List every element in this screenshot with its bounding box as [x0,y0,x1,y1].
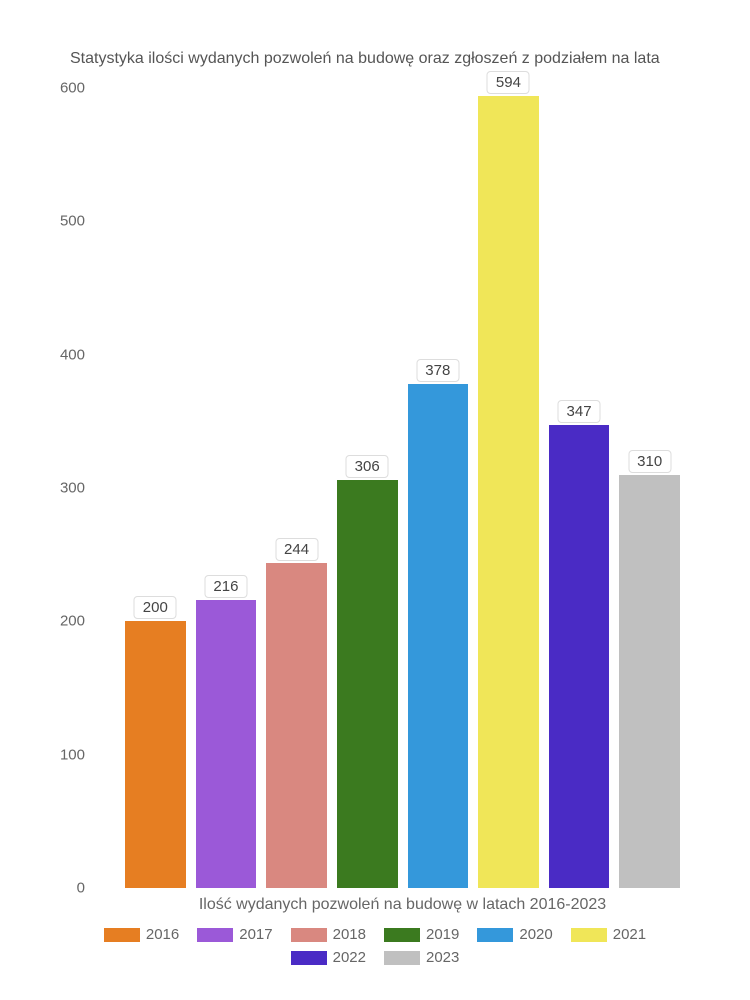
y-tick-label: 600 [60,80,85,97]
chart-container: Statystyka ilości wydanych pozwoleń na b… [0,0,750,1000]
y-tick-label: 400 [60,346,85,363]
legend-label: 2016 [146,926,179,943]
bar-2019: 306 [337,480,398,888]
legend-label: 2022 [333,949,366,966]
legend: 2016 2017 2018 2019 2020 2021 2022 2023 [20,926,730,966]
bar-2018: 244 [266,563,327,888]
bar-value-label: 306 [346,455,389,478]
x-axis-label: Ilość wydanych pozwoleń na budowę w lata… [95,896,710,914]
bar-value-label: 347 [558,400,601,423]
bar-value-label: 310 [628,450,671,473]
legend-item-2021: 2021 [571,926,646,943]
legend-swatch [291,951,327,965]
legend-label: 2021 [613,926,646,943]
y-tick-label: 200 [60,613,85,630]
y-tick-label: 100 [60,746,85,763]
legend-label: 2023 [426,949,459,966]
bar-value-label: 200 [134,596,177,619]
bar-2023: 310 [619,475,680,888]
bar-value-label: 378 [416,359,459,382]
bar-2020: 378 [408,384,469,888]
legend-swatch [477,928,513,942]
bar-value-label: 216 [204,575,247,598]
bar-2016: 200 [125,621,186,888]
legend-item-2023: 2023 [384,949,459,966]
bar-2022: 347 [549,425,610,888]
chart-title: Statystyka ilości wydanych pozwoleń na b… [20,50,730,68]
legend-swatch [571,928,607,942]
legend-swatch [384,928,420,942]
legend-swatch [291,928,327,942]
legend-swatch [104,928,140,942]
y-tick-label: 500 [60,213,85,230]
bar-2021: 594 [478,96,539,888]
y-tick-label: 0 [77,880,85,897]
y-tick-label: 300 [60,480,85,497]
legend-item-2016: 2016 [104,926,179,943]
legend-swatch [384,951,420,965]
legend-label: 2019 [426,926,459,943]
y-axis: 0100200300400500600 [45,88,95,888]
legend-label: 2020 [519,926,552,943]
legend-swatch [197,928,233,942]
plot-area: 0100200300400500600 20021624430637859434… [95,88,710,888]
bar-value-label: 244 [275,538,318,561]
legend-label: 2017 [239,926,272,943]
legend-item-2017: 2017 [197,926,272,943]
legend-item-2020: 2020 [477,926,552,943]
bar-value-label: 594 [487,71,530,94]
bars-area: 200216244306378594347310 [95,88,710,888]
bar-2017: 216 [196,600,257,888]
legend-item-2019: 2019 [384,926,459,943]
legend-label: 2018 [333,926,366,943]
legend-item-2022: 2022 [291,949,366,966]
legend-item-2018: 2018 [291,926,366,943]
